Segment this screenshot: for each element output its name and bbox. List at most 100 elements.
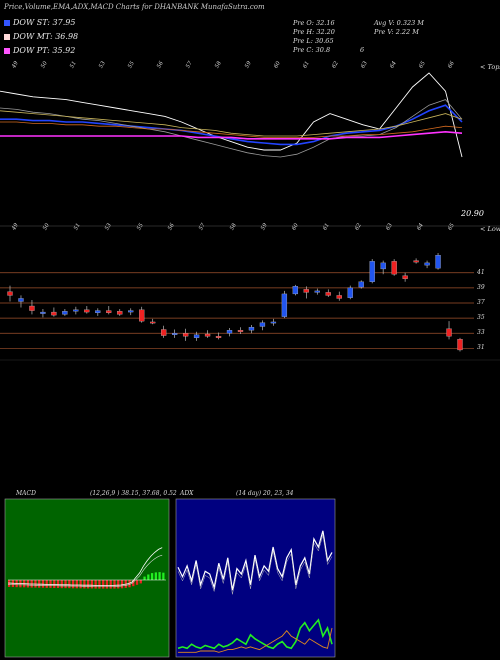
- price-level-lines: [0, 272, 474, 349]
- macd-histogram: [7, 547, 166, 589]
- macd-bar: [83, 580, 86, 589]
- legend-swatch: [4, 48, 10, 54]
- last-price-label: 20.90: [461, 209, 484, 218]
- candle-body: [248, 327, 255, 331]
- macd-signal-line: [7, 554, 163, 587]
- ema-series-line: [0, 130, 463, 140]
- ema-series-line: [0, 110, 463, 137]
- candle-body: [150, 321, 156, 324]
- macd-bar: [71, 580, 75, 589]
- candle-body: [193, 334, 200, 338]
- ema-series-line: [0, 121, 463, 138]
- candle-body: [259, 322, 266, 327]
- macd-bar: [128, 580, 131, 588]
- candle-body: [391, 261, 397, 275]
- macd-bar: [68, 580, 71, 589]
- price-level-label: 31: [477, 344, 485, 352]
- adx-params: (14 day) 20, 23, 34: [236, 490, 294, 497]
- candle-body: [358, 281, 364, 288]
- candle-body: [270, 321, 277, 324]
- candle-body: [95, 310, 101, 313]
- candle-body: [237, 330, 244, 332]
- macd-bar: [53, 580, 56, 589]
- candle-body: [347, 287, 353, 298]
- adx-lines: [177, 530, 333, 653]
- candle-body: [29, 305, 35, 311]
- macd-bar: [98, 580, 101, 589]
- candle-body: [204, 333, 211, 337]
- stat-pre-low: Pre L: 30.65: [293, 37, 334, 45]
- macd-bar: [162, 572, 165, 580]
- candle-body: [51, 311, 57, 316]
- macd-bar: [60, 580, 63, 589]
- candle-body: [215, 336, 222, 338]
- candle-body: [457, 339, 463, 351]
- candle-body: [336, 295, 342, 299]
- macd-bar: [147, 574, 150, 580]
- macd-bar: [75, 580, 78, 589]
- price-level-label: 33: [477, 329, 485, 337]
- adx-plus-di-line: [177, 530, 333, 591]
- stat-avg-volume: Avg V: 0.323 M: [374, 19, 424, 27]
- legend-dow-st: DOW ST: 37.95: [4, 18, 75, 27]
- chart-title: Price,Volume,EMA,ADX,MACD Charts for DHA…: [4, 3, 265, 11]
- candle-body: [62, 311, 68, 315]
- adx-label: ADX: [180, 490, 194, 497]
- macd-bar: [117, 580, 120, 589]
- macd-line: [7, 547, 163, 586]
- candle-body: [380, 262, 386, 270]
- adx-line: [178, 627, 333, 653]
- candle-body: [40, 311, 46, 314]
- macd-bar: [139, 580, 142, 584]
- stat-trail: 6: [360, 46, 365, 54]
- stat-pre-volume: Pre V: 2.22 M: [374, 28, 419, 36]
- candle-body: [424, 262, 430, 266]
- macd-panel: [4, 498, 170, 658]
- candle-body: [161, 329, 167, 336]
- candle-body: [182, 333, 189, 337]
- macd-label: MACD: [16, 490, 36, 497]
- macd-bar: [132, 580, 135, 587]
- legend-label: DOW MT: 36.98: [13, 32, 79, 41]
- candle-body: [7, 291, 13, 296]
- candle-body: [128, 310, 134, 313]
- price-level-label: 35: [477, 314, 485, 322]
- adx-minus-di-line: [177, 618, 333, 650]
- stat-pre-open: Pre O: 32.16: [293, 19, 335, 27]
- candle-body: [18, 298, 24, 302]
- macd-bar: [113, 580, 116, 589]
- ema-series-line: [0, 104, 463, 146]
- macd-bar: [94, 580, 97, 589]
- candle-body: [73, 309, 79, 312]
- macd-bar: [56, 580, 60, 589]
- candle-body: [435, 255, 441, 269]
- candle-body: [84, 309, 90, 313]
- price-level-label: 37: [477, 299, 485, 306]
- candles: [7, 253, 463, 352]
- candle-body: [303, 289, 309, 293]
- candle-body: [117, 311, 123, 315]
- candle-body: [413, 260, 419, 263]
- legend-swatch: [4, 34, 10, 40]
- macd-bar: [105, 580, 109, 589]
- macd-params: (12,26,9 ) 38.15, 37.68, 0.52: [90, 490, 177, 497]
- macd-bar: [90, 580, 94, 589]
- mid-side-label: < Lows: [480, 225, 500, 233]
- candle-body: [106, 310, 112, 313]
- legend-swatch: [4, 20, 10, 26]
- legend-dow-mt: DOW MT: 36.98: [4, 32, 78, 41]
- macd-bar: [109, 580, 112, 589]
- macd-bar: [135, 580, 139, 585]
- legend-label: DOW PT: 35.92: [13, 46, 76, 55]
- ema-lines: [0, 72, 463, 158]
- stat-pre-close: Pre C: 30.8: [293, 46, 331, 54]
- ema-series-line: [0, 99, 463, 158]
- macd-bar: [49, 580, 52, 588]
- macd-bar: [87, 580, 90, 589]
- candle-body: [226, 330, 233, 334]
- macd-bar: [143, 576, 146, 580]
- candle-body: [171, 333, 178, 335]
- price-level-label: 41: [477, 268, 485, 276]
- macd-bar: [102, 580, 105, 589]
